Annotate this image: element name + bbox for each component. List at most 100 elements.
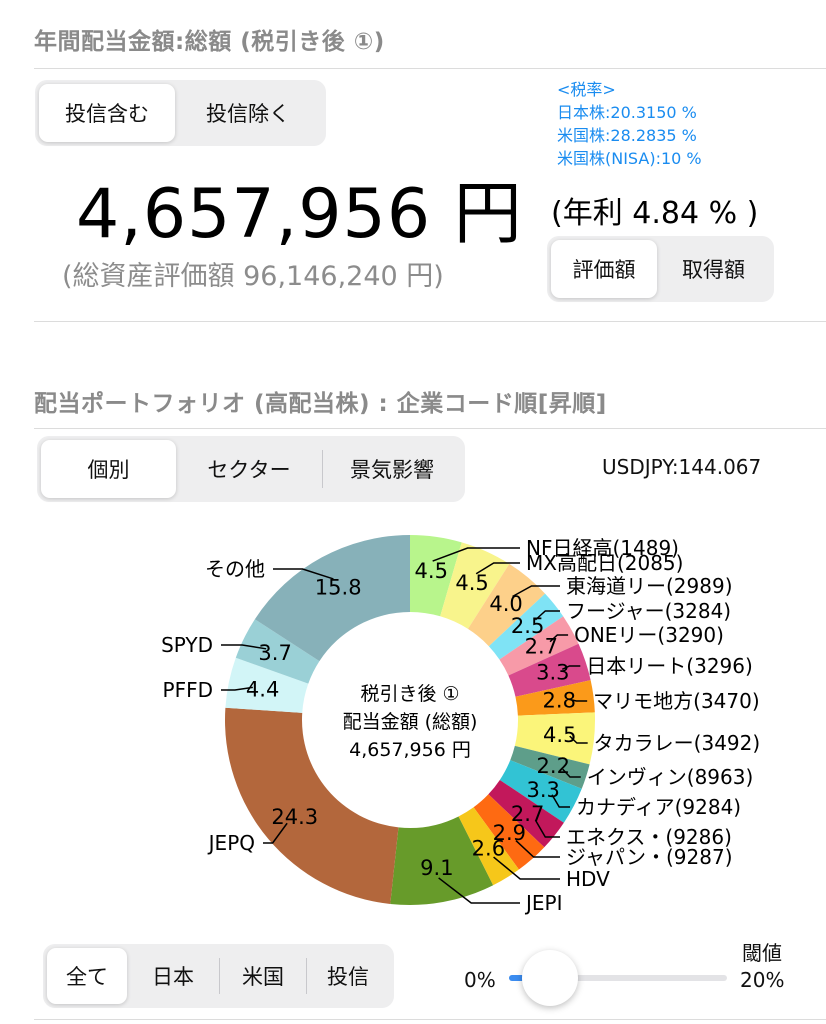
leader-line — [561, 665, 581, 671]
leader-line — [263, 822, 288, 844]
slice-value: 2.5 — [511, 614, 544, 638]
slice-value: 2.9 — [493, 821, 526, 845]
slice-value: 4.5 — [415, 559, 448, 583]
dividend-amount: 4,657,956 円 — [76, 175, 523, 254]
slice-label: ジャパン・(9287) — [566, 845, 733, 869]
slice-spyd[interactable] — [235, 619, 320, 684]
threshold-slider-knob[interactable] — [522, 950, 578, 1006]
annual-yield: (年利 4.84 % ) — [551, 196, 759, 231]
slice-jepi[interactable] — [390, 816, 494, 905]
center-label-line3: 4,657,956 円 — [349, 739, 471, 761]
slice-3492[interactable] — [514, 712, 595, 765]
leader-line — [221, 644, 267, 650]
total-assets: (総資産評価額 96,146,240 円) — [62, 261, 444, 292]
slice-value: 2.7 — [525, 635, 558, 659]
divider — [34, 1019, 826, 1020]
center-label-line2: 配当金額 (総額) — [343, 711, 478, 733]
tab-separator — [322, 450, 323, 488]
slice-value: 2.7 — [511, 802, 544, 826]
leader-line — [512, 585, 560, 598]
slice-value: 15.8 — [315, 576, 362, 600]
slice-label: タカラレー(3492) — [594, 731, 761, 755]
market-filter: 全て 日本 米国 投信 — [43, 944, 394, 1008]
tab-sector[interactable]: セクター — [207, 458, 291, 482]
chart-slice-labels: NF日経高(1489)MX高配日(2085)東海道リー(2989)フージャー(3… — [161, 536, 760, 915]
slice-label: その他 — [205, 557, 265, 581]
annual-dividend-title: 年間配当金額:総額 (税引き後 ①) — [34, 29, 385, 55]
slice-3470[interactable] — [515, 680, 595, 716]
leader-line — [569, 735, 588, 744]
slider-max-label: 20% — [740, 968, 785, 992]
slice-value: 4.5 — [455, 571, 488, 595]
filter-us[interactable]: 米国 — [242, 965, 284, 989]
tab-individual[interactable]: 個別 — [41, 440, 176, 498]
slice-label: NF日経高(1489) — [526, 536, 679, 560]
slice-3296[interactable] — [508, 643, 591, 697]
slice-label: SPYD — [161, 633, 213, 657]
slice-label: インヴィン(8963) — [587, 765, 754, 789]
filter-fund[interactable]: 投信 — [327, 965, 369, 989]
fund-exclude-option[interactable]: 投信除く — [206, 102, 290, 126]
divider — [34, 321, 826, 322]
slice-3284[interactable] — [488, 593, 564, 660]
threshold-label: 閾値 — [742, 941, 782, 965]
leader-line — [515, 840, 560, 858]
leader-line — [534, 610, 560, 621]
leader-line — [534, 819, 560, 838]
fund-include-option[interactable]: 投信含む — [39, 84, 175, 142]
leader-line — [562, 768, 581, 778]
basis-market-value-option[interactable]: 評価額 — [551, 240, 657, 298]
slice-jepq[interactable] — [225, 707, 399, 904]
slice-value: 3.7 — [258, 641, 291, 665]
slice-pffd[interactable] — [225, 657, 309, 713]
slice-9286[interactable] — [488, 779, 564, 848]
fund-toggle: 投信含む 投信除く — [35, 80, 326, 146]
threshold-slider-track[interactable] — [509, 975, 727, 981]
divider — [34, 428, 826, 429]
usdjpy-rate: USDJPY:144.067 — [602, 455, 762, 479]
threshold-slider-fill — [509, 975, 525, 981]
tab-economy[interactable]: 景気影響 — [350, 458, 434, 482]
tax-rate-japan: 日本株:20.3150 % — [557, 103, 697, 122]
leader-line — [221, 686, 253, 691]
slice-value: 9.1 — [420, 856, 453, 880]
slice-label: JEPQ — [207, 831, 255, 855]
slice-label: マリモ地方(3470) — [593, 689, 760, 713]
slice-label: エネクス・(9286) — [566, 825, 732, 849]
slice-value: 4.5 — [543, 723, 576, 747]
dividend-donut-chart: 4.5 4.54.02.52.73.32.84.52.23.32.72.92.69… — [161, 535, 760, 915]
slice-label: ONEリー(3290) — [574, 623, 724, 647]
slice-label: 東海道リー(2989) — [566, 574, 733, 598]
view-tabs: 個別 セクター 景気影響 — [37, 436, 465, 502]
slice-one-3290[interactable] — [499, 616, 579, 676]
slice-label: MX高配日(2085) — [526, 551, 683, 575]
slice-value: 3.3 — [536, 661, 569, 685]
tax-rate-us: 米国株:28.2835 % — [557, 126, 697, 145]
divider — [34, 68, 826, 69]
slice-label: カナディア(9284) — [576, 795, 741, 819]
leader-line — [438, 877, 520, 904]
tax-rate-block: <税率> 日本株:20.3150 % 米国株:28.2835 % 米国株(NIS… — [557, 78, 702, 170]
portfolio-title: 配当ポートフォリオ (高配当株) : 企業コード順[昇順] — [34, 391, 607, 417]
slice-label: フージャー(3284) — [566, 599, 731, 623]
basis-cost-option[interactable]: 取得額 — [682, 258, 745, 282]
slice-value: 3.3 — [526, 778, 559, 802]
filter-japan[interactable]: 日本 — [152, 965, 194, 989]
basis-toggle: 評価額 取得額 — [547, 236, 774, 302]
donut-hole — [323, 633, 497, 807]
slice-label: JEPI — [524, 891, 563, 915]
slice-2989[interactable] — [467, 563, 546, 647]
slice-8963[interactable] — [510, 745, 590, 789]
leader-line — [568, 698, 588, 702]
slice-value: 4.0 — [489, 592, 522, 616]
leader-line — [475, 562, 520, 575]
slice-item-17[interactable] — [254, 535, 410, 662]
filter-all[interactable]: 全て — [47, 948, 127, 1004]
tax-rate-us-nisa: 米国株(NISA):10 % — [557, 149, 702, 168]
slice-value: 24.3 — [271, 805, 318, 829]
leader-line — [273, 568, 334, 580]
center-label-line1: 税引き後 ① — [360, 683, 459, 705]
slice-value: 2.6 — [472, 836, 505, 860]
tax-rate-heading: <税率> — [557, 80, 616, 99]
chart-leader-lines — [221, 547, 588, 904]
